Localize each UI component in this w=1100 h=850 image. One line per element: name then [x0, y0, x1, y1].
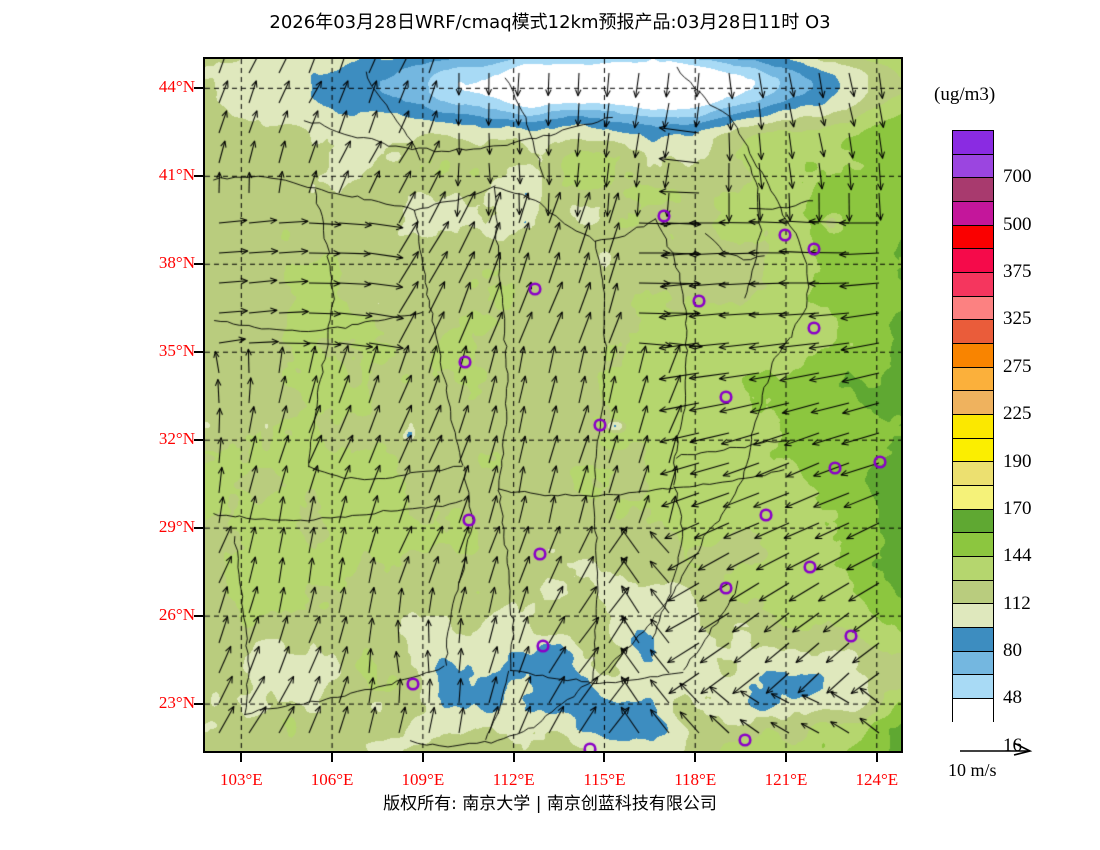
lat-tick-label: 41°N	[158, 165, 195, 185]
colorbar-band	[953, 675, 993, 700]
colorbar-band	[953, 699, 993, 723]
colorbar-tick-label: 375	[1003, 261, 1032, 283]
colorbar-tick-label: 325	[1003, 308, 1032, 330]
lon-tick-label: 103°E	[219, 770, 263, 789]
lat-tick-mark	[194, 263, 203, 266]
lat-tick-label: 32°N	[158, 429, 195, 449]
colorbar-band	[953, 296, 993, 321]
lon-tick-mark	[331, 753, 334, 762]
lon-tick-label: 124°E	[855, 770, 899, 789]
lat-tick-mark	[194, 439, 203, 442]
colorbar-band	[953, 249, 993, 274]
lon-tick-mark	[512, 753, 515, 762]
colorbar-tick-label: 144	[1003, 545, 1032, 567]
colorbar-band	[953, 154, 993, 179]
lon-tick-label: 109°E	[401, 770, 445, 789]
lat-tick-mark	[194, 527, 203, 530]
lon-tick-mark	[603, 753, 606, 762]
colorbar-tick-label: 16	[1003, 734, 1022, 756]
wind-scale-label: 10 m/s	[948, 760, 997, 780]
colorbar-band	[953, 202, 993, 226]
colorbar-band	[953, 415, 993, 439]
colorbar-band	[953, 509, 993, 534]
lat-tick-label: 29°N	[158, 517, 195, 537]
arrow-right-icon	[960, 742, 1033, 756]
lat-tick-mark	[194, 615, 203, 618]
colorbar-band	[953, 438, 993, 463]
map-viewport[interactable]	[203, 57, 903, 753]
colorbar-band	[953, 273, 993, 297]
colorbar-band	[953, 225, 993, 250]
lat-tick-label: 26°N	[158, 605, 195, 625]
lon-tick-mark	[240, 753, 243, 762]
lat-tick-mark	[194, 87, 203, 90]
copyright-text: 版权所有: 南京大学 | 南京创蓝科技有限公司	[383, 794, 717, 814]
colorbar-band	[953, 320, 993, 345]
wind-scale-legend: 10 m/s	[948, 740, 1088, 784]
colorbar-band	[953, 344, 993, 368]
lon-tick-label: 106°E	[310, 770, 354, 789]
lon-tick-mark	[694, 753, 697, 762]
colorbar-band	[953, 462, 993, 487]
colorbar-band	[953, 557, 993, 581]
colorbar-band	[953, 486, 993, 510]
colorbar-tick-label: 190	[1003, 450, 1032, 472]
lon-tick-mark	[875, 753, 878, 762]
lon-tick-label: 112°E	[492, 770, 535, 789]
lon-tick-mark	[421, 753, 424, 762]
colorbar-band	[953, 651, 993, 676]
colorbar-tick-label: 225	[1003, 403, 1032, 425]
page-title: 2026年03月28日WRF/cmaq模式12km预报产品:03月28日11时 …	[0, 8, 1100, 34]
colorbar-band	[953, 367, 993, 392]
lat-tick-label: 35°N	[158, 341, 195, 361]
colorbar-band	[953, 580, 993, 605]
lat-tick-label: 38°N	[158, 253, 195, 273]
longitude-axis: 103°E 106°E 109°E 112°E 115°E 118°E 121°E 124°E	[0, 762, 1100, 790]
colorbar-tick-label: 48	[1003, 687, 1022, 709]
lon-tick-label: 118°E	[674, 770, 717, 789]
latitude-axis: 44°N 41°N 38°N 35°N 32°N 29°N 26°N 23°N	[120, 0, 195, 850]
colorbar-tick-label: 80	[1003, 639, 1022, 661]
concentration-map-canvas[interactable]	[205, 59, 901, 751]
lon-tick-label: 115°E	[583, 770, 626, 789]
colorbar-band	[953, 391, 993, 416]
colorbar-band	[953, 533, 993, 558]
lat-tick-mark	[194, 351, 203, 354]
title-text: 2026年03月28日WRF/cmaq模式12km预报产品:03月28日11时 …	[269, 12, 831, 33]
lat-tick-label: 23°N	[158, 693, 195, 713]
colorbar-tick-label: 170	[1003, 497, 1032, 519]
lon-tick-label: 121°E	[764, 770, 808, 789]
colorbar-band	[953, 604, 993, 629]
colorbar[interactable]	[952, 130, 994, 723]
lon-tick-mark	[785, 753, 787, 762]
colorbar-tick-label: 700	[1003, 166, 1032, 188]
colorbar-tick-label: 500	[1003, 213, 1032, 235]
colorbar-band	[953, 131, 993, 155]
lat-tick-mark	[194, 703, 203, 706]
colorbar-band	[953, 178, 993, 203]
lat-tick-mark	[194, 175, 203, 178]
copyright-footer: 版权所有: 南京大学 | 南京创蓝科技有限公司	[0, 789, 1100, 814]
colorbar-tick-label: 275	[1003, 355, 1032, 377]
colorbar-unit-label: (ug/m3)	[934, 84, 996, 105]
colorbar-band	[953, 628, 993, 652]
colorbar-tick-label: 112	[1003, 592, 1031, 614]
lat-tick-label: 44°N	[158, 77, 195, 97]
